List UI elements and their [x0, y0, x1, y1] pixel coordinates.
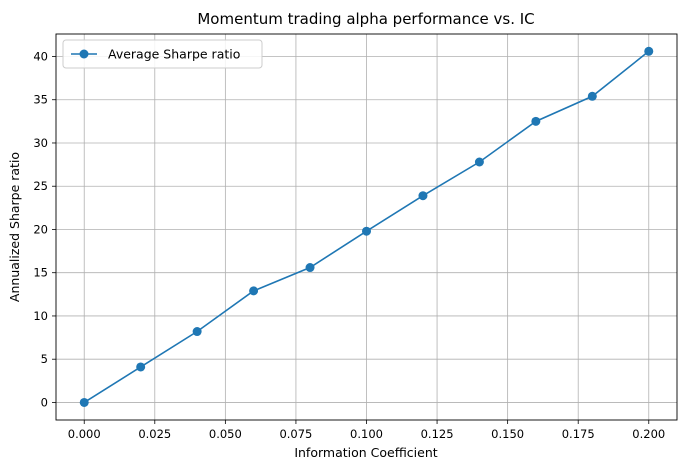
y-tick-label: 25: [33, 179, 48, 193]
x-tick-label: 0.200: [632, 427, 665, 441]
y-tick-label: 40: [33, 49, 48, 63]
chart-title: Momentum trading alpha performance vs. I…: [197, 10, 534, 28]
y-tick-label: 5: [41, 352, 48, 366]
x-tick-label: 0.025: [138, 427, 171, 441]
y-tick-label: 30: [33, 136, 48, 150]
x-axis-ticks: 0.000 0.025 0.050 0.075 0.100 0.125 0.150 0.175…: [68, 420, 665, 441]
data-point: [418, 191, 428, 201]
legend: Average Sharpe ratio: [62, 39, 263, 69]
x-axis-label: Information Coefficient: [294, 445, 437, 460]
legend-box: [62, 39, 263, 69]
series-layer: [79, 46, 654, 407]
x-tick-label: 0.150: [491, 427, 524, 441]
data-point: [644, 46, 654, 56]
data-point: [362, 226, 371, 236]
x-tick-label: 0.125: [421, 427, 454, 441]
legend-label: Average Sharpe ratio: [108, 47, 240, 62]
y-tick-label: 35: [33, 93, 48, 107]
y-axis-ticks: 0 5 10 15 20 25 30 35 40: [33, 49, 56, 409]
x-tick-label: 0.175: [562, 427, 595, 441]
y-tick-label: 10: [33, 309, 48, 323]
data-point: [136, 362, 146, 372]
y-tick-label: 15: [33, 266, 48, 280]
y-axis-label: Annualized Sharpe ratio: [7, 152, 22, 302]
data-point: [79, 397, 89, 407]
x-tick-label: 0.000: [68, 427, 101, 441]
y-tick-label: 0: [41, 395, 48, 409]
x-tick-label: 0.050: [209, 427, 242, 441]
legend-marker-swatch: [79, 49, 89, 59]
data-point: [249, 286, 259, 296]
data-point: [474, 157, 484, 167]
x-tick-label: 0.100: [350, 427, 383, 441]
y-tick-label: 20: [33, 222, 48, 236]
data-point: [587, 91, 597, 101]
data-point: [192, 327, 202, 337]
data-point: [305, 263, 315, 273]
x-tick-label: 0.075: [279, 427, 312, 441]
plot-frame: [55, 33, 678, 421]
data-point: [531, 116, 541, 126]
